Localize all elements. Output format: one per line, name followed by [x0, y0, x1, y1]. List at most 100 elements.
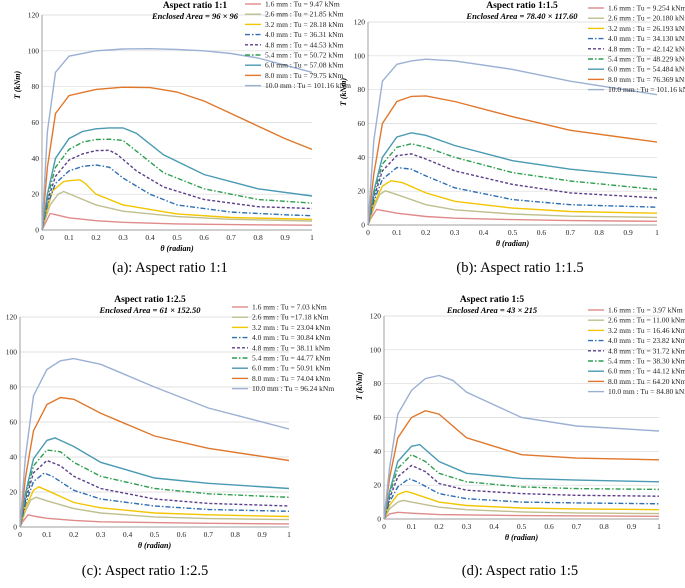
y-tick-label: 80	[32, 82, 40, 91]
x-tick-label: 1	[287, 530, 291, 539]
x-tick-label: 0.4	[479, 228, 489, 237]
series-line	[41, 138, 313, 231]
legend-label: 2.6 mm : Tu = 20.180 kNm	[608, 14, 685, 23]
chart-subtitle: Enclosed Area = 61 × 152.50	[99, 305, 202, 315]
x-tick-label: 0.5	[508, 228, 518, 237]
series-line	[41, 190, 313, 231]
series-line	[383, 477, 660, 520]
legend-label: 8.0 mm : Tu = 74.04 kNm	[252, 374, 331, 383]
series-line	[367, 153, 658, 226]
series-line	[367, 166, 658, 226]
series-line	[41, 149, 313, 231]
legend-label: 2.6 mm : Tu =17.18 kNm	[252, 313, 329, 322]
x-tick-label: 0.1	[64, 233, 74, 242]
legend-label: 8.0 mm : Tu = 64.20 kNm	[608, 377, 685, 386]
y-tick-label: 40	[374, 447, 382, 456]
legend-label: 6.0 mm : Tu = 50.91 kNm	[252, 364, 331, 373]
panel-caption: (b): Aspect ratio 1:1.5	[456, 260, 583, 276]
series-line	[367, 190, 658, 226]
x-tick-label: 0.7	[204, 530, 214, 539]
y-tick-label: 120	[354, 18, 366, 27]
y-tick-label: 20	[10, 488, 18, 497]
y-tick-label: 60	[32, 118, 40, 127]
x-tick-label: 0.8	[231, 530, 241, 539]
legend-label: 4.8 mm : Tu = 44.53 kNm	[265, 40, 344, 49]
x-tick-label: 0.3	[462, 522, 472, 531]
series-line	[383, 443, 660, 520]
y-tick-label: 100	[28, 46, 40, 55]
x-tick-label: 0.4	[123, 530, 133, 539]
chart-title: Aspect ratio 1:1.5	[486, 1, 558, 11]
x-tick-label: 0.9	[627, 522, 637, 531]
y-tick-label: 0	[377, 515, 381, 524]
legend-label: 5.4 mm : Tu = 48.229 kNm	[608, 55, 685, 64]
series-line	[19, 472, 290, 528]
y-axis-label: T (kNm)	[13, 71, 22, 100]
legend-label: 5.4 mm : Tu = 50.72 kNm	[265, 51, 344, 60]
x-tick-label: 1	[655, 228, 659, 237]
legend-label: 3.2 mm : Tu = 16.46 kNm	[608, 326, 685, 335]
y-tick-label: 20	[358, 187, 366, 196]
series-line	[19, 396, 290, 528]
x-tick-label: 0.2	[91, 233, 101, 242]
x-tick-label: 0.2	[421, 228, 431, 237]
legend-label: 2.6 mm : Tu = 21.85 kNm	[265, 10, 344, 19]
chart-subtitle: Enclosed Area = 78.40 × 117.60	[465, 11, 578, 21]
series-line	[383, 453, 660, 520]
x-axis-label: θ (radian)	[505, 533, 539, 542]
series-line	[367, 179, 658, 226]
series-line	[41, 179, 313, 231]
x-tick-label: 1	[310, 233, 314, 242]
legend-label: 3.2 mm : Tu = 26.193 kNm	[608, 24, 685, 33]
series-line	[19, 459, 290, 528]
x-tick-label: 0.1	[392, 228, 402, 237]
y-tick-label: 40	[358, 153, 366, 162]
x-tick-label: 0.1	[407, 522, 417, 531]
legend-label: 8.0 mm : Tu = 79.75 kNm	[265, 71, 344, 80]
legend-label: 4.8 mm : Tu = 42.142 kNm	[608, 44, 685, 53]
x-tick-label: 0.6	[177, 530, 187, 539]
legend-label: 5.4 mm : Tu = 44.77 kNm	[252, 354, 331, 363]
series-line	[383, 409, 660, 520]
chart-title: Aspect ratio 1:2.5	[114, 295, 186, 305]
x-tick-label: 0.9	[280, 233, 290, 242]
x-tick-label: 0.3	[450, 228, 460, 237]
y-tick-label: 20	[374, 481, 382, 490]
series-line	[367, 208, 658, 226]
legend-label: 5.4 mm : Tu = 38.30 kNm	[608, 357, 685, 366]
series-line	[367, 132, 658, 226]
x-tick-label: 0.8	[253, 233, 263, 242]
legend-label: 4.0 mm : Tu = 36.31 kNm	[265, 30, 344, 39]
series-line	[41, 164, 313, 231]
x-tick-label: 0.6	[544, 522, 554, 531]
y-axis-label: T (kNm)	[339, 78, 348, 107]
series-line	[19, 437, 290, 528]
panel-caption: (d): Aspect ratio 1:5	[462, 563, 578, 579]
y-tick-label: 60	[10, 418, 18, 427]
x-tick-label: 0	[382, 522, 386, 531]
x-tick-label: 0.2	[69, 530, 79, 539]
x-tick-label: 1	[657, 522, 661, 531]
series-line	[19, 449, 290, 528]
legend-label: 4.8 mm : Tu = 38.11 kNm	[252, 343, 330, 352]
x-tick-label: 0.5	[172, 233, 182, 242]
legend-label: 4.0 mm : Tu = 23.82 kNm	[608, 336, 685, 345]
series-line	[41, 212, 313, 231]
legend-label: 8.0 mm : Tu = 76.369 kNm	[608, 75, 685, 84]
chart-subtitle: Enclosed Area = 43 × 215	[446, 305, 538, 315]
series-line	[383, 490, 660, 520]
x-tick-label: 0.2	[434, 522, 444, 531]
x-tick-label: 0.3	[118, 233, 128, 242]
x-tick-label: 0	[366, 228, 370, 237]
y-tick-label: 0	[361, 221, 365, 230]
panel-caption: (a): Aspect ratio 1:1	[112, 260, 228, 276]
series-line	[383, 374, 660, 520]
legend-label: 10.0 mm : Tu = 101.16 kNm	[608, 85, 685, 94]
x-tick-label: 0.5	[517, 522, 527, 531]
y-tick-label: 60	[374, 413, 382, 422]
x-tick-label: 0.7	[226, 233, 236, 242]
x-tick-label: 0.4	[489, 522, 499, 531]
